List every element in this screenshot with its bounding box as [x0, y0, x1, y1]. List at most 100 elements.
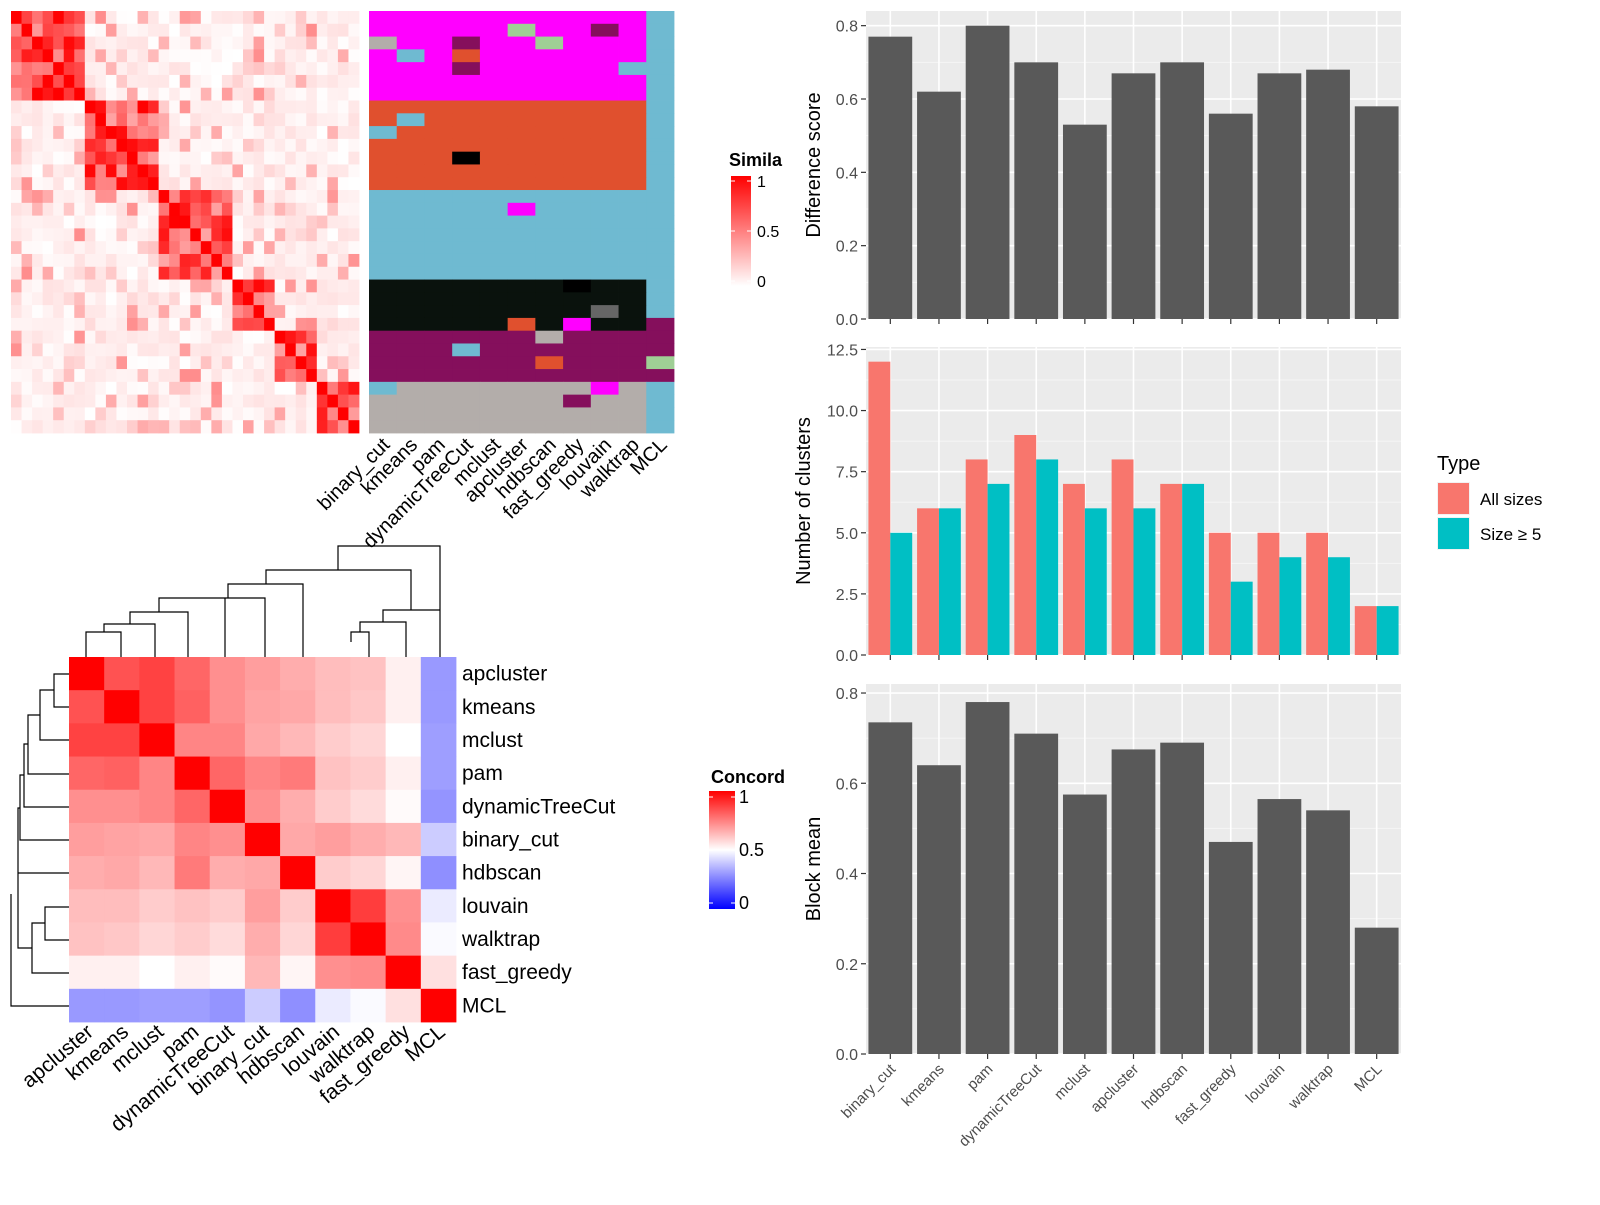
membership-cell	[507, 305, 536, 319]
similarity-cell	[264, 381, 276, 396]
similarity-cell	[11, 151, 22, 165]
membership-cell	[590, 36, 619, 50]
similarity-cell	[200, 317, 212, 332]
membership-cell	[424, 190, 453, 204]
similarity-cell	[127, 420, 138, 434]
similarity-cell	[21, 292, 33, 306]
type-legend-swatch	[1438, 518, 1469, 549]
similarity-cell	[285, 228, 297, 242]
similarity-cell	[179, 253, 191, 268]
similarity-cell	[232, 36, 244, 50]
similarity-cell	[105, 279, 117, 293]
membership-cell	[396, 202, 425, 217]
bar-all-sizes	[1062, 483, 1085, 655]
membership-cell	[535, 164, 564, 178]
concordance-cell	[104, 955, 140, 990]
membership-cell	[618, 381, 647, 396]
similarity-cell	[243, 356, 254, 370]
concordance-cell	[244, 756, 281, 791]
similarity-cell	[74, 177, 86, 191]
similarity-cell	[179, 164, 191, 178]
similarity-cell	[53, 190, 65, 204]
membership-cell	[452, 151, 481, 165]
similarity-cell	[232, 292, 244, 306]
membership-cell	[507, 36, 536, 50]
similarity-cell	[253, 266, 265, 280]
similarity-cell	[337, 126, 349, 140]
similarity-cell	[295, 381, 307, 396]
similarity-cell	[200, 11, 212, 25]
similarity-cell	[316, 23, 328, 37]
similarity-cell	[84, 241, 96, 255]
membership-cell	[479, 74, 509, 89]
similarity-cell	[327, 279, 339, 293]
membership-cell	[535, 420, 564, 434]
similarity-cell	[316, 356, 328, 370]
membership-cell	[369, 343, 398, 357]
similarity-cell	[337, 164, 349, 178]
similarity-cell	[337, 279, 349, 293]
concordance-cell	[280, 723, 316, 757]
membership-cell	[424, 343, 453, 357]
similarity-cell	[11, 317, 22, 332]
y-tick-label: 0.4	[836, 867, 858, 884]
similarity-cell	[74, 330, 86, 344]
concordance-cell	[104, 856, 140, 890]
membership-cell	[369, 215, 398, 229]
similarity-heatmap	[11, 11, 360, 434]
similarity-cell	[42, 407, 54, 421]
similarity-cell	[179, 279, 191, 293]
bar-all-sizes	[1354, 606, 1377, 655]
similarity-cell	[306, 356, 318, 370]
membership-cell	[507, 394, 536, 408]
membership-cell	[646, 279, 675, 293]
similarity-cell	[200, 253, 212, 268]
similarity-cell	[232, 343, 244, 357]
similarity-cell	[32, 369, 44, 383]
similarity-cell	[42, 49, 54, 63]
similarity-cell	[116, 87, 128, 101]
similarity-cell	[190, 87, 202, 101]
membership-cell	[563, 369, 592, 383]
membership-cell	[646, 36, 675, 50]
similarity-cell	[285, 62, 297, 76]
membership-cell	[424, 215, 453, 229]
similarity-cell	[137, 202, 149, 217]
similarity-cell	[316, 113, 328, 127]
similarity-cell	[295, 151, 307, 165]
membership-cell	[618, 100, 647, 114]
similarity-cell	[232, 177, 244, 191]
similarity-cell	[306, 292, 318, 306]
similarity-cell	[190, 11, 202, 25]
similarity-cell	[316, 292, 328, 306]
similarity-cell	[148, 215, 160, 229]
membership-cell	[535, 228, 564, 242]
similarity-cell	[327, 126, 339, 140]
similarity-cell	[264, 177, 276, 191]
similarity-cell	[285, 126, 297, 140]
membership-cell	[424, 292, 453, 306]
similarity-cell	[158, 279, 170, 293]
similarity-cell	[264, 74, 276, 89]
similarity-cell	[169, 36, 181, 50]
membership-cell	[618, 138, 647, 153]
similarity-cell	[116, 343, 128, 357]
similarity-cell	[32, 356, 44, 370]
membership-cell	[646, 74, 675, 89]
similarity-cell	[105, 369, 117, 383]
membership-cell	[369, 138, 398, 153]
membership-cell	[369, 177, 398, 191]
membership-cell	[590, 343, 619, 357]
membership-cell	[535, 126, 564, 140]
similarity-cell	[190, 62, 202, 76]
similarity-cell	[306, 407, 318, 421]
similarity-cell	[42, 11, 54, 25]
similarity-cell	[137, 241, 149, 255]
similarity-cell	[53, 394, 65, 408]
membership-cell	[646, 190, 675, 204]
similarity-cell	[148, 138, 160, 153]
similarity-cell	[316, 11, 328, 25]
similarity-cell	[158, 164, 170, 178]
similarity-cell	[348, 113, 360, 127]
membership-cell	[396, 177, 425, 191]
